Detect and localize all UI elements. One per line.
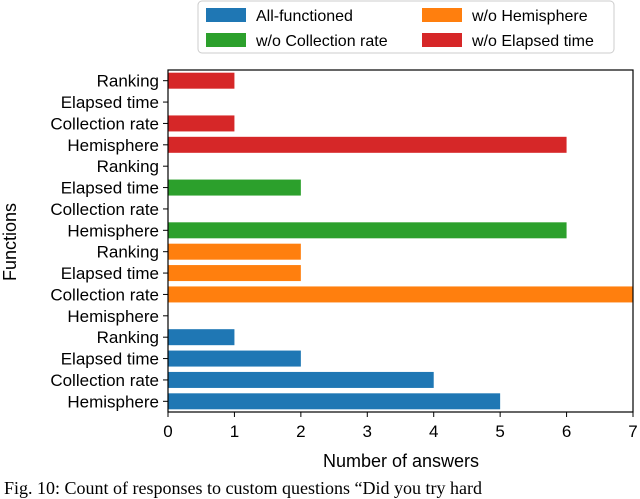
legend-swatch [206,8,246,22]
x-axis-ticks: 0 1 2 3 4 5 6 7 [163,412,638,441]
y-tick-label: Hemisphere [67,307,159,326]
legend-box [197,0,615,54]
y-tick-label: Ranking [97,243,159,262]
y-tick-label: Hemisphere [67,136,159,155]
y-tick-label: Hemisphere [67,392,159,411]
bar-all-functioned-ranking [168,329,235,346]
legend-swatch [422,33,462,47]
bar-w-o-hemisphere-collection-rate [168,286,633,303]
y-axis-label: Functions [0,203,20,281]
bar-all-functioned-hemisphere [168,393,501,410]
legend-swatch [206,33,246,47]
plot-frame [167,69,634,413]
legend-label: w/o Elapsed time [471,33,594,50]
bar-w-o-hemisphere-elapsed-time [168,265,301,282]
legend-label: w/o Hemisphere [471,8,588,25]
bar-w-o-elapsed-time-hemisphere [168,136,567,153]
legend-swatch [422,8,462,22]
y-tick-label: Elapsed time [61,264,159,283]
x-tick-label: 4 [429,422,438,441]
x-axis-label: Number of answers [323,451,479,471]
y-tick-label: Ranking [97,157,159,176]
x-tick-label: 1 [230,422,239,441]
y-tick-label: Collection rate [50,114,159,133]
y-tick-label: Ranking [97,72,159,91]
legend-label: All-functioned [256,8,353,25]
y-tick-label: Collection rate [50,200,159,219]
x-tick-label: 2 [296,422,305,441]
figure-caption: Fig. 10: Count of responses to custom qu… [4,478,482,498]
y-tick-label: Collection rate [50,371,159,390]
y-tick-label: Elapsed time [61,179,159,198]
x-tick-label: 6 [562,422,571,441]
bar-w-o-hemisphere-ranking [168,243,301,260]
bar-w-o-collection-rate-elapsed-time [168,179,301,196]
y-tick-label: Hemisphere [67,221,159,240]
legend: All-functioned w/o Hemisphere w/o Collecti… [197,0,615,54]
y-tick-label: Collection rate [50,285,159,304]
bar-w-o-collection-rate-hemisphere [168,222,567,239]
x-tick-label: 7 [628,422,637,441]
x-tick-label: 0 [163,422,172,441]
y-tick-label: Elapsed time [61,93,159,112]
x-tick-label: 5 [495,422,504,441]
y-axis-ticks: Hemisphere Collection rate Elapsed time Ran… [50,72,168,411]
legend-label: w/o Collection rate [255,33,388,50]
bar-all-functioned-elapsed-time [168,350,301,367]
bar-all-functioned-collection-rate [168,371,434,388]
y-tick-label: Ranking [97,328,159,347]
y-tick-label: Elapsed time [61,350,159,369]
bar-w-o-elapsed-time-collection-rate [168,115,235,132]
x-tick-label: 3 [363,422,372,441]
bar-w-o-elapsed-time-ranking [168,72,235,89]
bars [168,72,633,410]
